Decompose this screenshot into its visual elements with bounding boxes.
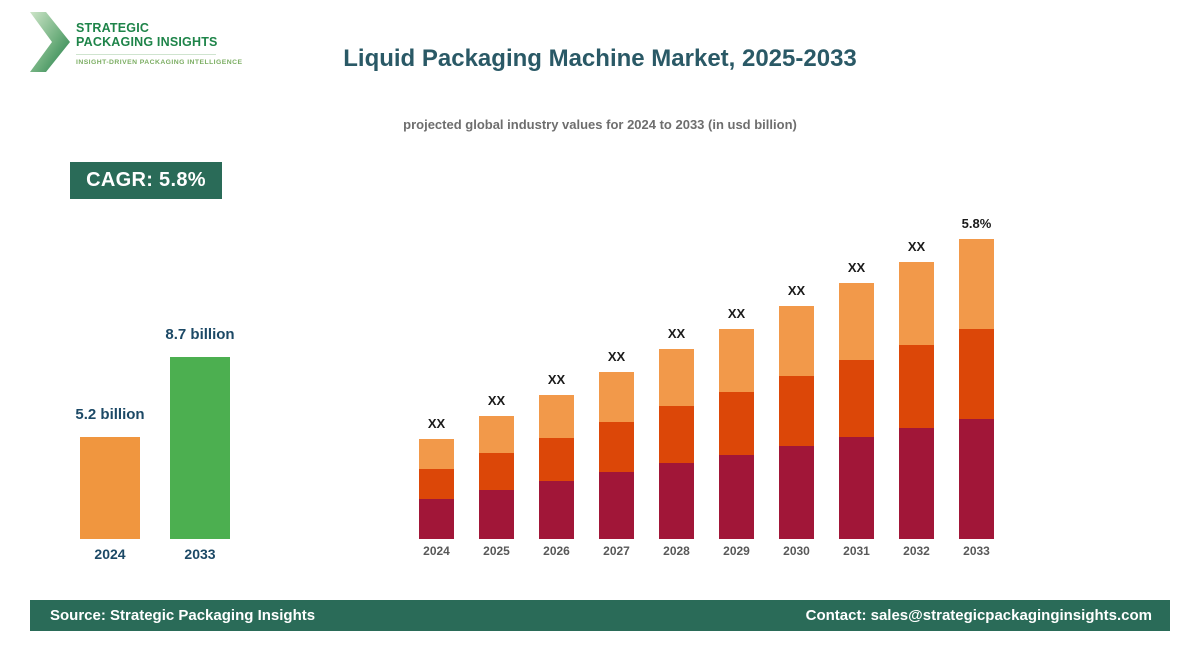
- stacked-bar-2025: [479, 416, 514, 539]
- stacked-bar-2030: [779, 306, 814, 539]
- cagr-badge: CAGR: 5.8%: [70, 162, 222, 199]
- segment-top: [659, 349, 694, 406]
- mini-bar-group-2033: 8.7 billion 2033: [165, 326, 234, 562]
- logo-tagline: INSIGHT-DRIVEN PACKAGING INTELLIGENCE: [76, 59, 243, 66]
- mini-bar-group-2024: 5.2 billion 2024: [75, 406, 144, 562]
- logo: STRATEGIC PACKAGING INSIGHTS INSIGHT-DRI…: [30, 12, 242, 72]
- segment-bottom: [779, 446, 814, 539]
- segment-middle: [899, 345, 934, 428]
- stacked-bar-2031: [839, 283, 874, 539]
- stacked-bar-group-2031: XX 2031: [839, 260, 874, 558]
- stacked-bar-year-label: 2033: [963, 544, 990, 558]
- segment-top: [419, 439, 454, 469]
- stacked-bar-year-label: 2031: [843, 544, 870, 558]
- stacked-bar-year-label: 2030: [783, 544, 810, 558]
- segment-top: [719, 329, 754, 392]
- segment-middle: [959, 329, 994, 419]
- source-text: Source: Strategic Packaging Insights: [50, 607, 316, 624]
- summary-comparison-chart: 5.2 billion 2024 8.7 billion 2033: [75, 322, 234, 562]
- stacked-bar-group-2024: XX 2024: [419, 416, 454, 558]
- stacked-bar-value-label: XX: [727, 306, 746, 321]
- stacked-bar-group-2027: XX 2027: [599, 349, 634, 558]
- segment-top: [599, 372, 634, 422]
- segment-bottom: [419, 499, 454, 539]
- chevron-arrow-icon: [30, 12, 70, 72]
- segment-top: [539, 395, 574, 438]
- stacked-bar-value-label: XX: [667, 326, 686, 341]
- segment-bottom: [479, 490, 514, 539]
- stacked-bar-value-label: XX: [607, 349, 626, 364]
- stacked-bar-value-label: XX: [547, 372, 566, 387]
- stacked-bar-group-2033: 5.8% 2033: [959, 216, 994, 558]
- mini-bar-2033: [170, 357, 230, 539]
- mini-bar-year-label: 2024: [94, 546, 126, 562]
- logo-text: STRATEGIC PACKAGING INSIGHTS INSIGHT-DRI…: [76, 12, 242, 66]
- segment-bottom: [899, 428, 934, 539]
- stacked-bar-group-2030: XX 2030: [779, 283, 814, 558]
- footer-bar: Source: Strategic Packaging Insights Con…: [30, 600, 1170, 631]
- stacked-bar-2027: [599, 372, 634, 539]
- segment-middle: [539, 438, 574, 481]
- brand-name-line1: STRATEGIC: [76, 21, 150, 35]
- stacked-bar-year-label: 2027: [603, 544, 630, 558]
- stacked-bar-value-label: XX: [427, 416, 446, 431]
- segment-middle: [599, 422, 634, 472]
- yearly-projection-chart: XX 2024 XX 2025 XX 2026 XX 2027 XX 2028 XX 2029 XX 20…: [419, 205, 994, 558]
- stacked-bar-group-2028: XX 2028: [659, 326, 694, 558]
- segment-middle: [839, 360, 874, 437]
- segment-top: [839, 283, 874, 360]
- mini-bar-year-label: 2033: [184, 546, 216, 562]
- segment-top: [479, 416, 514, 453]
- segment-bottom: [719, 455, 754, 539]
- mini-bar-2024: [80, 437, 140, 539]
- segment-bottom: [839, 437, 874, 539]
- stacked-bar-year-label: 2032: [903, 544, 930, 558]
- segment-middle: [659, 406, 694, 463]
- stacked-bar-2029: [719, 329, 754, 539]
- mini-bar-value-label: 8.7 billion: [165, 326, 235, 343]
- brand-name-line2: PACKAGING INSIGHTS: [76, 34, 218, 49]
- segment-middle: [779, 376, 814, 446]
- logo-divider: [76, 54, 216, 55]
- segment-top: [959, 239, 994, 329]
- mini-bar-value-label: 5.2 billion: [75, 406, 145, 423]
- segment-middle: [419, 469, 454, 499]
- stacked-bar-group-2026: XX 2026: [539, 372, 574, 558]
- page-title: Liquid Packaging Machine Market, 2025-20…: [343, 45, 857, 72]
- stacked-bar-group-2032: XX 2032: [899, 239, 934, 558]
- page-subtitle: projected global industry values for 202…: [403, 117, 797, 132]
- segment-top: [899, 262, 934, 345]
- segment-middle: [479, 453, 514, 490]
- segment-bottom: [539, 481, 574, 539]
- stacked-bar-value-label: XX: [847, 260, 866, 275]
- stacked-bar-year-label: 2028: [663, 544, 690, 558]
- stacked-bar-value-label: XX: [787, 283, 806, 298]
- stacked-bar-2028: [659, 349, 694, 539]
- segment-top: [779, 306, 814, 376]
- stacked-bar-value-label: XX: [907, 239, 926, 254]
- stacked-bar-2024: [419, 439, 454, 539]
- stacked-bar-value-label: 5.8%: [961, 216, 992, 231]
- stacked-bar-group-2025: XX 2025: [479, 393, 514, 558]
- stacked-bar-2026: [539, 395, 574, 539]
- stacked-bar-group-2029: XX 2029: [719, 306, 754, 558]
- stacked-bar-year-label: 2026: [543, 544, 570, 558]
- segment-bottom: [659, 463, 694, 539]
- stacked-bar-year-label: 2024: [423, 544, 450, 558]
- stacked-bar-year-label: 2029: [723, 544, 750, 558]
- stacked-bar-year-label: 2025: [483, 544, 510, 558]
- segment-bottom: [959, 419, 994, 539]
- stacked-bar-value-label: XX: [487, 393, 506, 408]
- stacked-bar-2033: [959, 239, 994, 539]
- segment-bottom: [599, 472, 634, 539]
- stacked-bar-2032: [899, 262, 934, 539]
- contact-text: Contact: sales@strategicpackaginginsight…: [805, 607, 1152, 624]
- segment-middle: [719, 392, 754, 455]
